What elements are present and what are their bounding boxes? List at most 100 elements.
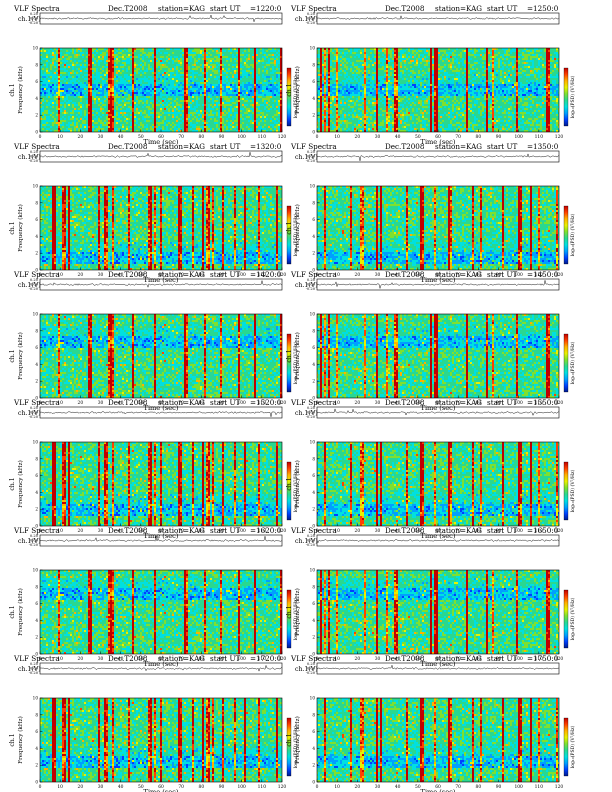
freq-tick-label: 10: [33, 568, 39, 573]
freq-tick-label: 4: [35, 490, 38, 495]
time-tick-label: 10: [57, 273, 63, 278]
time-tick-label: 110: [258, 401, 267, 406]
time-tick-label: 120: [278, 401, 287, 406]
spectrogram-image: [317, 570, 559, 654]
spectrogram-ylabel-channel: ch.1: [286, 83, 293, 96]
spectrogram-ylabel-channel: ch.1: [286, 733, 293, 746]
time-tick-label: 90: [219, 401, 225, 406]
time-tick-label: 100: [237, 135, 246, 140]
time-tick-label: 90: [219, 135, 225, 140]
freq-tick-label: 0: [312, 652, 315, 657]
time-tick-label: 70: [178, 785, 184, 790]
time-tick-label: 70: [455, 135, 461, 140]
panel-station: station=KAG: [435, 270, 482, 279]
spectrogram-ylabel-frequency: Frequency (kHz): [17, 460, 24, 508]
colorbar: [563, 461, 569, 521]
freq-tick-label: 10: [310, 312, 316, 317]
freq-tick-label: 8: [35, 712, 38, 717]
time-tick-label: 40: [118, 657, 124, 662]
time-tick-label: 80: [199, 657, 205, 662]
time-tick-label: 90: [219, 657, 225, 662]
freq-tick-label: 0: [35, 268, 38, 273]
time-tick-label: 110: [258, 529, 267, 534]
waveform-ylabel: ch.1(V): [295, 16, 318, 23]
freq-tick-label: 0: [35, 524, 38, 529]
time-tick-label: 40: [395, 401, 401, 406]
time-tick-label: 20: [355, 529, 361, 534]
time-tick-label: 120: [278, 135, 287, 140]
waveform-ylabel: ch.1(V): [18, 410, 41, 417]
time-tick-label: 50: [138, 273, 144, 278]
freq-tick-label: 2: [35, 113, 38, 118]
time-tick-label: 110: [258, 273, 267, 278]
panel-start-time: =1250:0: [527, 4, 559, 13]
colorbar: [286, 205, 292, 265]
spectrogram-image: [40, 48, 282, 132]
spectrogram-ylabel-channel: ch.1: [9, 221, 16, 234]
freq-tick-label: 2: [312, 507, 315, 512]
freq-tick-label: 0: [35, 130, 38, 135]
waveform-tick-label: -0.20: [306, 287, 316, 291]
waveform-tick-label: 0.00: [307, 539, 316, 543]
colorbar: [286, 589, 292, 649]
freq-tick-label: 8: [35, 328, 38, 333]
colorbar-label: log₁₀(PSD) (V²/Hz): [292, 470, 299, 513]
colorbar: [563, 205, 569, 265]
waveform-trace: [316, 408, 560, 416]
time-tick-label: 30: [375, 401, 381, 406]
panel-date: Dec.T2008: [385, 526, 425, 535]
freq-tick-label: 6: [312, 601, 315, 606]
time-tick-label: 120: [278, 273, 287, 278]
panel-start-label: start UT: [210, 398, 241, 407]
freq-tick-label: 8: [312, 456, 315, 461]
time-tick-label: 50: [415, 401, 421, 406]
panel-date: Dec.T2008: [385, 142, 425, 151]
time-tick-label: 80: [476, 657, 482, 662]
time-tick-label: 50: [138, 785, 144, 790]
time-tick-label: 100: [237, 785, 246, 790]
waveform-tick-label: -0.20: [306, 159, 316, 163]
spectrogram-ylabel-channel: ch.1: [9, 605, 16, 618]
freq-tick-label: 6: [35, 79, 38, 84]
time-tick-label: 120: [278, 657, 287, 662]
time-tick-label: 0: [39, 785, 42, 790]
time-tick-label: 20: [78, 529, 84, 534]
waveform-tick-label: 0.00: [307, 283, 316, 287]
panel-start-time: =1220:0: [250, 4, 282, 13]
time-tick-label: 110: [535, 135, 544, 140]
colorbar-label: log₁₀(PSD) (V²/Hz): [292, 598, 299, 641]
waveform-ylabel: ch.1(V): [18, 666, 41, 673]
freq-tick-label: 4: [35, 746, 38, 751]
time-tick-label: 30: [375, 657, 381, 662]
freq-tick-label: 4: [312, 362, 315, 367]
time-tick-label: 40: [395, 273, 401, 278]
panel-station: station=KAG: [158, 526, 205, 535]
time-tick-label: 40: [395, 529, 401, 534]
waveform-tick-label: 0.20: [30, 12, 39, 16]
time-axis-label: Time (sec): [144, 788, 179, 792]
panel-title: VLF Spectra: [13, 142, 60, 151]
time-tick-label: 80: [199, 785, 205, 790]
spectrogram-ylabel-frequency: Frequency (kHz): [17, 204, 24, 252]
waveform-tick-label: 0.20: [307, 406, 316, 410]
panel-date: Dec.T2008: [385, 270, 425, 279]
time-tick-label: 100: [237, 657, 246, 662]
panel-date: Dec.T2008: [108, 142, 148, 151]
spectrogram-panel: VLF Spectra Dec.T2008 station=KAG start UT =…: [286, 398, 576, 540]
spectrogram-image: [40, 442, 282, 526]
colorbar-label: log₁₀(PSD) (V²/Hz): [569, 726, 576, 769]
freq-tick-label: 10: [33, 440, 39, 445]
time-tick-label: 120: [555, 657, 564, 662]
spectrogram-image: [317, 186, 559, 270]
time-tick-label: 60: [158, 273, 164, 278]
time-tick-label: 0: [316, 273, 319, 278]
time-tick-label: 40: [118, 135, 124, 140]
freq-tick-label: 2: [312, 763, 315, 768]
spectrogram-panel: VLF Spectra Dec.T2008 station=KAG start UT =…: [286, 526, 576, 668]
spectrogram-image: [317, 698, 559, 782]
time-tick-label: 100: [237, 273, 246, 278]
time-tick-label: 70: [178, 401, 184, 406]
spectrogram-ylabel-frequency: Frequency (kHz): [294, 588, 301, 636]
time-tick-label: 30: [375, 135, 381, 140]
time-tick-label: 60: [435, 401, 441, 406]
